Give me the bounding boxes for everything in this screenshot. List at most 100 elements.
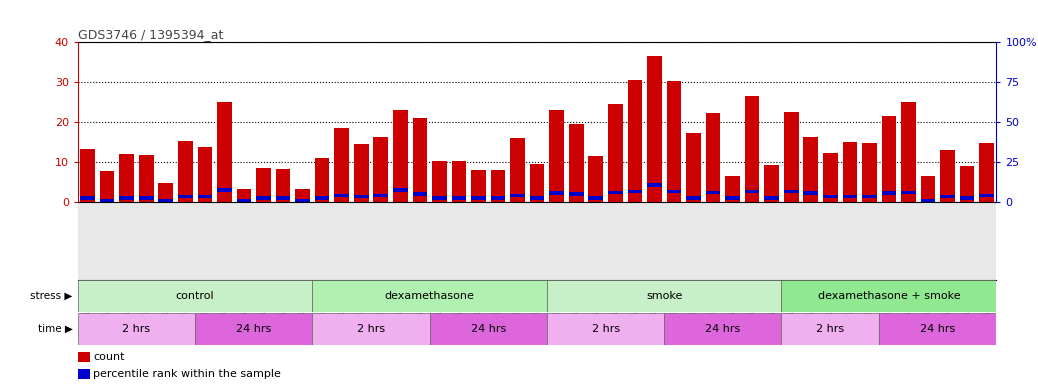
Text: GDS3746 / 1395394_at: GDS3746 / 1395394_at [78,28,223,41]
Bar [412,118,428,202]
Bar [881,116,896,202]
Bar [295,199,310,202]
Bar [980,143,994,202]
Bar [295,189,310,202]
Bar [647,56,662,202]
Bar [529,164,545,202]
Bar [315,196,329,200]
Bar [960,196,975,200]
Bar [374,194,388,197]
Bar [276,169,291,202]
Bar [706,113,720,202]
Bar [980,194,994,197]
Bar [547,313,664,345]
Bar [139,155,154,202]
Bar [863,195,877,198]
Bar [334,194,349,197]
Text: dexamethasone + smoke: dexamethasone + smoke [818,291,960,301]
Bar [647,184,662,187]
Bar [179,195,193,198]
Bar [782,313,879,345]
Text: 2 hrs: 2 hrs [357,324,385,334]
Bar [881,191,896,195]
Bar [782,280,996,312]
Bar [745,190,760,194]
Bar [863,143,877,202]
Bar [589,196,603,200]
Bar [745,96,760,202]
Bar [312,313,430,345]
Bar [471,170,486,202]
Bar [764,196,780,200]
Bar [197,195,212,198]
Bar [354,195,368,198]
Bar [354,144,368,202]
Bar [491,196,506,200]
Bar [901,102,916,202]
Text: 2 hrs: 2 hrs [122,324,151,334]
Bar [312,280,547,312]
Bar [491,170,506,202]
Bar [430,313,547,345]
Bar [726,196,740,200]
Bar [706,190,720,194]
Bar [921,199,935,202]
Bar [803,191,818,195]
Bar [666,190,681,194]
Bar [393,188,408,192]
Text: control: control [175,291,215,301]
Bar [78,280,312,312]
Text: 24 hrs: 24 hrs [470,324,506,334]
Bar [471,196,486,200]
Bar [179,141,193,202]
Bar [100,171,114,202]
Bar [100,199,114,202]
Bar [237,189,251,202]
Bar [549,191,564,195]
Bar [195,313,312,345]
Bar [432,161,446,202]
Bar [237,199,251,202]
Bar [511,138,525,202]
Bar [960,166,975,202]
Bar [628,190,643,194]
Bar [80,196,94,200]
Bar [80,149,94,202]
Bar [569,192,583,196]
Bar [726,176,740,202]
Text: 2 hrs: 2 hrs [816,324,844,334]
Bar [256,196,271,200]
Bar [666,81,681,202]
Bar [139,196,154,200]
Text: 24 hrs: 24 hrs [921,324,955,334]
Bar [784,112,798,202]
Bar [940,195,955,198]
Bar [823,195,838,198]
Text: smoke: smoke [646,291,682,301]
Bar [412,192,428,196]
Bar [686,196,701,200]
Bar [901,190,916,194]
Bar [217,102,231,202]
Text: 2 hrs: 2 hrs [592,324,620,334]
Bar [256,168,271,202]
Bar [879,313,996,345]
Bar [921,176,935,202]
Bar [823,153,838,202]
Bar [197,147,212,202]
Text: dexamethasone: dexamethasone [385,291,474,301]
Bar [159,183,173,202]
Bar [803,137,818,202]
Bar [393,110,408,202]
Bar [549,110,564,202]
Bar [608,190,623,194]
Bar [432,196,446,200]
Bar [529,196,545,200]
Bar [452,161,466,202]
Bar [315,158,329,202]
Bar [119,196,134,200]
Bar [843,195,857,198]
Text: time ▶: time ▶ [37,324,73,334]
Bar [511,194,525,197]
Text: count: count [93,353,125,362]
